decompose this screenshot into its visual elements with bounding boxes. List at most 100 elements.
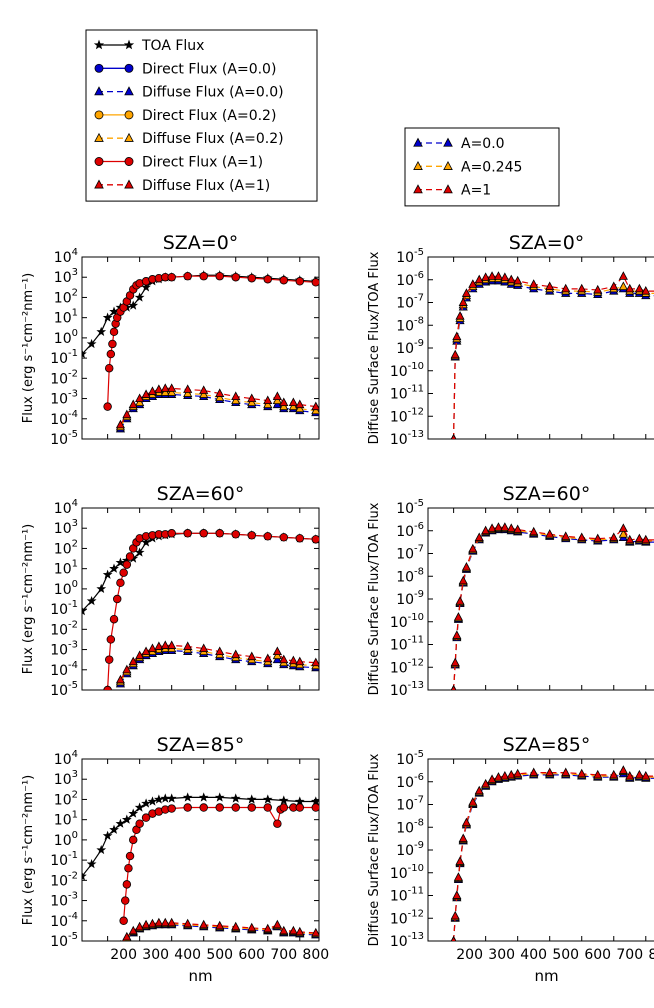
legend-marker: [124, 86, 134, 96]
y-tick-label: 10-9: [396, 840, 424, 859]
y-tick-label: 103: [54, 769, 78, 788]
data-point: [124, 863, 133, 873]
series-line: [453, 773, 654, 941]
y-tick-label: 10-11: [390, 635, 424, 654]
data-point: [153, 794, 164, 804]
data-point: [311, 278, 319, 287]
data-point: [481, 525, 491, 535]
data-point: [182, 792, 193, 802]
legend-marker: [94, 157, 104, 166]
x-axis-label: nm: [188, 967, 212, 985]
legend-marker: [124, 110, 134, 120]
data-point: [82, 871, 87, 881]
data-point: [231, 530, 240, 539]
data-point: [618, 281, 628, 291]
chart-panel-3: SZA=60°Flux (erg s⁻¹cm⁻²nm⁻¹)10-510-410-…: [21, 483, 320, 699]
y-tick-label: 10-5: [50, 680, 78, 699]
data-point: [468, 279, 478, 288]
data-point: [529, 767, 539, 777]
legend-marker: [94, 132, 104, 142]
chart-title: SZA=0°: [509, 232, 585, 254]
y-axis-label: Diffuse Surface Flux/TOA Flux: [367, 753, 382, 946]
data-point: [634, 769, 644, 779]
data-point: [102, 569, 113, 579]
legend-label: TOA Flux: [141, 38, 204, 54]
data-point: [183, 384, 193, 393]
legend-marker: [413, 160, 423, 170]
data-point: [231, 272, 240, 282]
data-point: [247, 531, 256, 540]
data-point: [295, 534, 305, 543]
chart-panel-4: SZA=60° Diffuse Surface Flux/TOA Flux 10-1…: [367, 483, 654, 699]
data-point: [487, 523, 497, 532]
data-point: [231, 649, 241, 659]
data-point: [128, 399, 138, 409]
data-point: [116, 578, 125, 588]
data-point: [279, 803, 288, 812]
data-point: [468, 543, 478, 553]
data-point: [618, 271, 628, 280]
data-point: [141, 798, 151, 808]
data-point: [160, 793, 171, 803]
series-group: [82, 528, 319, 690]
data-point: [125, 552, 135, 561]
y-tick-label: 10-6: [396, 521, 424, 540]
y-axis-label: Diffuse Surface Flux/TOA Flux: [367, 502, 382, 695]
y-tick-label: 10-3: [50, 389, 78, 408]
data-point: [183, 271, 192, 281]
data-point: [167, 272, 176, 282]
data-point: [481, 778, 491, 788]
series-line: [453, 527, 654, 690]
data-point: [487, 271, 497, 280]
plot-frame: [427, 256, 654, 440]
x-tick-label: 400: [174, 947, 201, 963]
y-tick-label: 10-8: [396, 817, 424, 836]
y-tick-label: 10-5: [50, 429, 78, 448]
legend-marker: [443, 160, 453, 170]
data-point: [247, 393, 257, 403]
legend-label: A=1: [461, 183, 491, 199]
legend-item: Diffuse Flux (A=0.2): [94, 131, 284, 147]
y-tick-label: 10-12: [390, 908, 424, 927]
data-point: [288, 655, 298, 665]
data-point: [310, 796, 319, 806]
x-tick-label: 800: [648, 947, 654, 963]
data-point: [625, 283, 635, 293]
data-point: [199, 803, 208, 812]
data-point: [487, 774, 497, 783]
data-point: [468, 797, 478, 806]
y-tick-label: 10-8: [396, 566, 424, 585]
x-tick-label: 300: [142, 947, 169, 963]
data-point: [128, 300, 139, 310]
data-point: [82, 348, 87, 359]
data-point: [154, 384, 164, 393]
x-tick-label: 800: [302, 947, 329, 963]
data-point: [529, 279, 539, 288]
data-point: [135, 921, 145, 931]
data-point: [450, 684, 457, 690]
y-tick-label: 102: [54, 287, 78, 306]
data-point: [513, 275, 523, 285]
data-point: [215, 388, 225, 397]
data-point: [618, 765, 628, 774]
data-point: [461, 817, 472, 827]
data-point: [461, 562, 472, 571]
data-point: [455, 596, 465, 605]
y-tick-label: 101: [54, 308, 78, 327]
x-tick-label: 700: [270, 947, 297, 963]
data-point: [545, 767, 555, 777]
data-point: [294, 796, 305, 806]
data-point: [311, 803, 319, 812]
data-point: [625, 770, 635, 780]
x-tick-label: 500: [206, 947, 233, 963]
data-point: [295, 399, 305, 409]
plot-frame: [81, 507, 320, 691]
data-point: [183, 918, 193, 928]
data-point: [128, 808, 139, 818]
legend-item: A=0.245: [413, 159, 522, 175]
legend-marker: [94, 179, 104, 189]
data-point: [561, 531, 571, 540]
data-point: [147, 796, 158, 806]
chart-title: SZA=60°: [503, 483, 591, 505]
